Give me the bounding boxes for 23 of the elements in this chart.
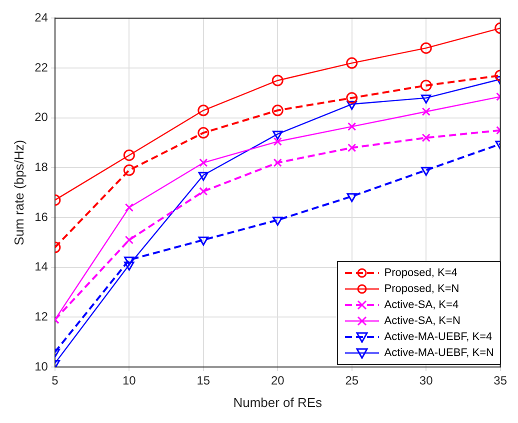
legend-label: Proposed, K=N [384, 283, 460, 295]
x-tick-label: 15 [196, 374, 210, 388]
x-tick-label: 10 [122, 374, 136, 388]
y-tick-label: 22 [34, 60, 48, 74]
legend-label: Active-MA-UEBF, K=4 [384, 331, 492, 343]
x-axis-title: Number of REs [233, 394, 323, 410]
x-tick-label: 20 [270, 374, 285, 388]
y-tick-label: 18 [34, 160, 48, 174]
y-tick-label: 20 [34, 110, 48, 124]
legend-label: Active-MA-UEBF, K=N [384, 347, 494, 359]
y-tick-label: 14 [34, 260, 48, 274]
legend-label: Active-SA, K=N [384, 315, 460, 327]
y-axis-title: Sum rate (bps/Hz) [11, 140, 26, 246]
y-tick-label: 10 [34, 359, 48, 374]
y-tick-label: 12 [34, 309, 48, 324]
x-tick-label: 30 [419, 374, 434, 388]
y-tick-label: 24 [34, 10, 48, 25]
x-tick-label: 35 [494, 374, 508, 388]
y-tick-label: 16 [34, 210, 48, 224]
x-tick-label: 25 [345, 374, 359, 388]
legend-label: Proposed, K=4 [384, 267, 458, 279]
x-tick-label: 5 [52, 374, 59, 388]
legend-label: Active-SA, K=4 [384, 299, 459, 311]
